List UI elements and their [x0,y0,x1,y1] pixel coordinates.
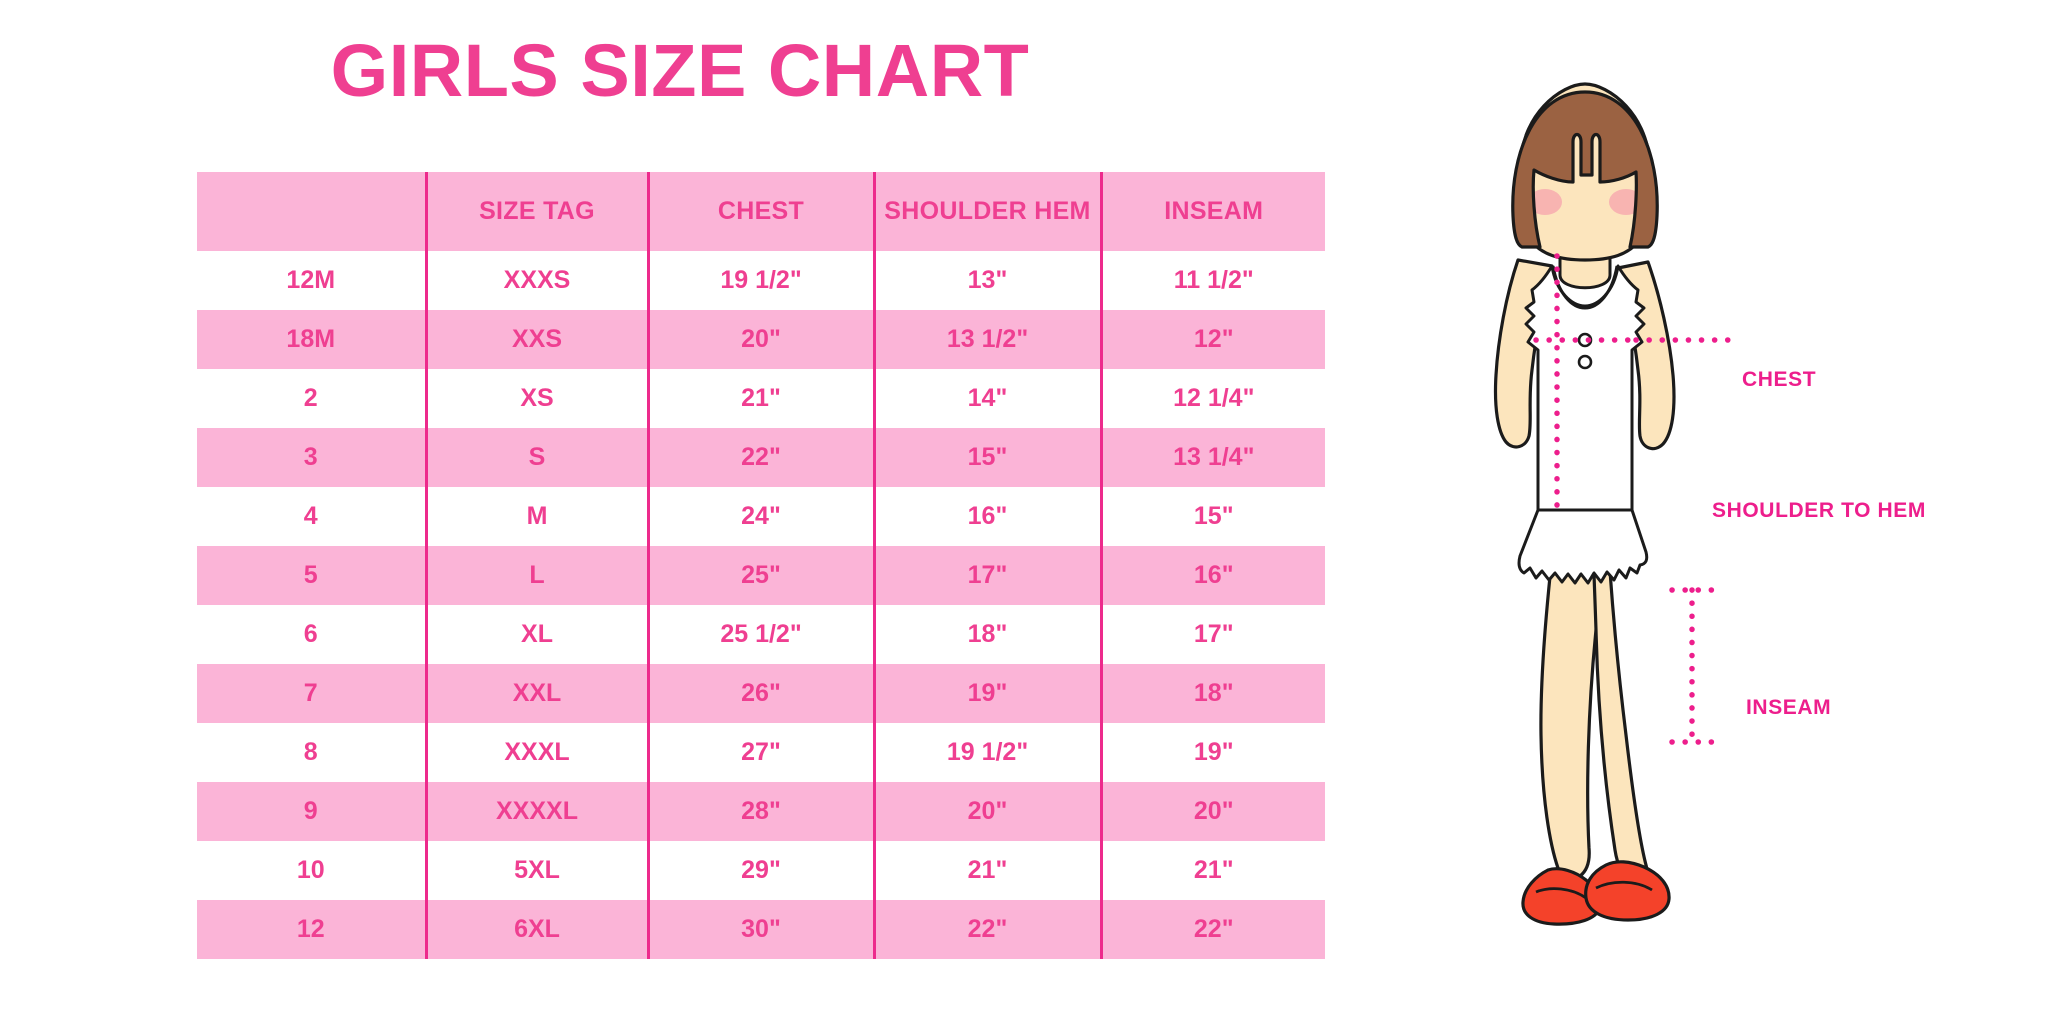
cell-inseam: 21" [1099,841,1325,900]
cell-chest: 25 1/2" [646,605,874,664]
table-row: 8 XXXL 27" 19 1/2" 19" [197,723,1325,782]
cell-inseam: 12 1/4" [1099,369,1325,428]
column-header-size-tag: SIZE TAG [424,172,648,251]
cell-size: 7 [197,664,426,723]
cell-size: 18M [197,310,426,369]
measurement-label-chest: CHEST [1742,368,1817,391]
cell-inseam: 18" [1099,664,1325,723]
cell-size-tag: M [424,487,648,546]
cell-size-tag: XXS [424,310,648,369]
cell-size: 10 [197,841,426,900]
table-row: 12M XXXS 19 1/2" 13" 11 1/2" [197,251,1325,310]
cell-chest: 26" [646,664,874,723]
cell-size-tag: 6XL [424,900,648,959]
cell-size: 4 [197,487,426,546]
cell-shoulder-hem: 14" [872,369,1101,428]
page-title: GIRLS SIZE CHART [0,34,2048,108]
cell-shoulder-hem: 17" [872,546,1101,605]
cell-shoulder-hem: 22" [872,900,1101,959]
cell-shoulder-hem: 19 1/2" [872,723,1101,782]
cell-inseam: 19" [1099,723,1325,782]
cell-size-tag: L [424,546,648,605]
cell-chest: 25" [646,546,874,605]
cell-size-tag: XXXXL [424,782,648,841]
skirt-shape [1517,508,1649,585]
table-row: 12 6XL 30" 22" 22" [197,900,1325,959]
cell-size: 2 [197,369,426,428]
page-title-text: GIRLS SIZE CHART [330,29,1030,112]
cell-shoulder-hem: 13 1/2" [872,310,1101,369]
blush-left [1528,189,1562,215]
table-row: 9 XXXXL 28" 20" 20" [197,782,1325,841]
measurement-guides [1533,253,1735,745]
measurement-label-inseam: INSEAM [1746,696,1832,719]
cell-shoulder-hem: 15" [872,428,1101,487]
cell-inseam: 17" [1099,605,1325,664]
cell-inseam: 22" [1099,900,1325,959]
cell-chest: 20" [646,310,874,369]
cell-size-tag: XS [424,369,648,428]
cell-size-tag: XXXL [424,723,648,782]
table-row: 5 L 25" 17" 16" [197,546,1325,605]
size-chart-table: SIZE TAG CHEST SHOULDER HEM INSEAM 12M XX… [197,172,1325,959]
cell-chest: 27" [646,723,874,782]
table-body: 12M XXXS 19 1/2" 13" 11 1/2" 18M XXS 20" 13 1/2… [197,251,1325,959]
measurement-label-shoulder-to-hem: SHOULDER TO HEM [1712,499,1926,522]
cell-size: 9 [197,782,426,841]
button-lower [1577,354,1593,370]
cell-chest: 28" [646,782,874,841]
table-row: 6 XL 25 1/2" 18" 17" [197,605,1325,664]
cell-chest: 29" [646,841,874,900]
cell-size: 12M [197,251,426,310]
cell-inseam: 13 1/4" [1099,428,1325,487]
cell-inseam: 16" [1099,546,1325,605]
cell-chest: 19 1/2" [646,251,874,310]
cell-shoulder-hem: 21" [872,841,1101,900]
cell-size: 5 [197,546,426,605]
table-header: SIZE TAG CHEST SHOULDER HEM INSEAM [197,172,1325,251]
cell-inseam: 12" [1099,310,1325,369]
cell-size-tag: 5XL [424,841,648,900]
cell-size: 12 [197,900,426,959]
table-row: 18M XXS 20" 13 1/2" 12" [197,310,1325,369]
cell-inseam: 15" [1099,487,1325,546]
column-header-shoulder-hem: SHOULDER HEM [872,172,1101,251]
cell-size: 3 [197,428,426,487]
table-row: 4 M 24" 16" 15" [197,487,1325,546]
table-row: 3 S 22" 15" 13 1/4" [197,428,1325,487]
cell-inseam: 11 1/2" [1099,251,1325,310]
cell-chest: 21" [646,369,874,428]
cell-inseam: 20" [1099,782,1325,841]
cell-size: 6 [197,605,426,664]
cell-shoulder-hem: 16" [872,487,1101,546]
cell-chest: 30" [646,900,874,959]
cell-shoulder-hem: 20" [872,782,1101,841]
table-header-row: SIZE TAG CHEST SHOULDER HEM INSEAM [197,172,1325,251]
cell-shoulder-hem: 18" [872,605,1101,664]
cell-size-tag: XL [424,605,648,664]
hair-shape [1511,90,1659,249]
cell-shoulder-hem: 19" [872,664,1101,723]
cell-chest: 22" [646,428,874,487]
shoes-shape [1521,860,1671,926]
legs-shape [1539,500,1649,883]
cell-size-tag: S [424,428,648,487]
table-row: 10 5XL 29" 21" 21" [197,841,1325,900]
table-row: 7 XXL 26" 19" 18" [197,664,1325,723]
girl-figure-illustration [1440,70,1770,960]
cell-size: 8 [197,723,426,782]
cell-size-tag: XXXS [424,251,648,310]
cell-shoulder-hem: 13" [872,251,1101,310]
size-chart-table-container: SIZE TAG CHEST SHOULDER HEM INSEAM 12M XX… [197,172,1325,962]
cell-chest: 24" [646,487,874,546]
blouse-shape [1524,264,1646,512]
cell-size-tag: XXL [424,664,648,723]
table-row: 2 XS 21" 14" 12 1/4" [197,369,1325,428]
column-header-size [197,172,426,251]
column-header-chest: CHEST [646,172,874,251]
column-header-inseam: INSEAM [1099,172,1325,251]
